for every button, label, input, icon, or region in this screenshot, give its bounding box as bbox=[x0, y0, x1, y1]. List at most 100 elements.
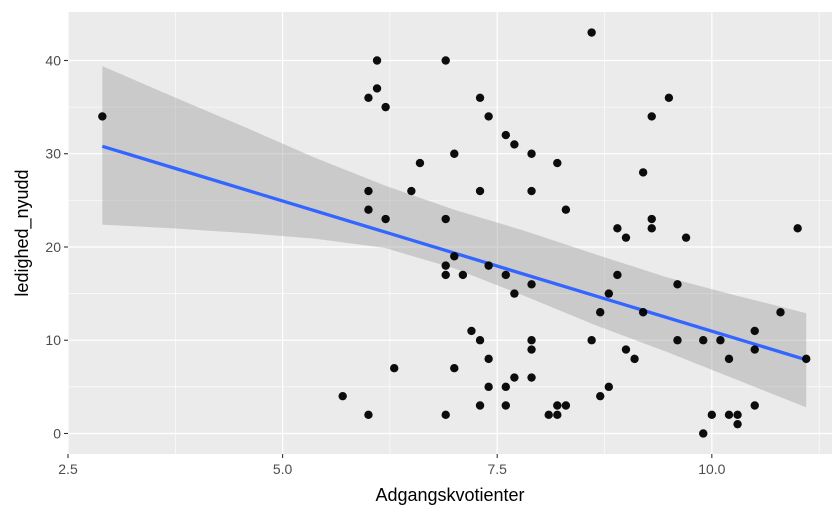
data-point bbox=[372, 84, 382, 93]
data-point bbox=[501, 382, 510, 392]
data-point bbox=[475, 336, 485, 345]
data-point bbox=[699, 429, 708, 438]
data-point bbox=[630, 354, 639, 364]
data-point bbox=[475, 186, 485, 196]
data-point bbox=[638, 168, 648, 177]
data-point bbox=[776, 308, 785, 317]
data-point bbox=[441, 270, 450, 280]
data-point bbox=[364, 186, 373, 196]
data-point bbox=[364, 205, 373, 214]
data-point bbox=[647, 112, 656, 121]
data-point bbox=[98, 112, 107, 121]
plot-panel bbox=[68, 12, 832, 454]
data-point bbox=[553, 158, 562, 168]
data-point bbox=[638, 308, 648, 317]
data-point bbox=[793, 224, 802, 233]
data-point bbox=[544, 410, 553, 420]
data-point bbox=[450, 252, 459, 261]
major-gridlines bbox=[67, 12, 832, 454]
data-point bbox=[724, 354, 734, 364]
data-point bbox=[673, 336, 682, 345]
data-point bbox=[553, 410, 562, 420]
data-point bbox=[484, 261, 493, 270]
data-point bbox=[372, 56, 382, 65]
data-point bbox=[441, 214, 450, 224]
data-point bbox=[381, 102, 390, 112]
data-point bbox=[510, 373, 519, 382]
x-tick-label: 5.0 bbox=[273, 461, 293, 477]
data-point bbox=[553, 401, 562, 410]
data-point bbox=[338, 391, 347, 401]
data-point bbox=[621, 345, 631, 354]
data-point bbox=[467, 326, 476, 336]
data-point bbox=[604, 382, 614, 392]
data-point bbox=[561, 205, 571, 214]
y-tick-label: 20 bbox=[45, 239, 61, 255]
data-point bbox=[441, 410, 450, 420]
x-tick-label: 10.0 bbox=[698, 461, 725, 477]
data-point bbox=[475, 401, 485, 410]
data-point bbox=[733, 410, 742, 420]
data-point bbox=[450, 149, 459, 158]
data-point bbox=[613, 224, 622, 233]
data-point bbox=[484, 382, 493, 392]
x-tick-label: 2.5 bbox=[58, 461, 78, 477]
y-axis-ticks: 0 10 20 30 40 bbox=[45, 52, 68, 441]
data-points bbox=[98, 28, 811, 438]
data-point bbox=[484, 112, 493, 121]
data-point bbox=[647, 214, 656, 224]
data-point bbox=[724, 410, 734, 420]
data-point bbox=[381, 214, 390, 224]
data-point bbox=[802, 354, 811, 364]
data-point bbox=[527, 345, 536, 354]
data-point bbox=[587, 336, 596, 345]
y-tick-label: 10 bbox=[45, 332, 61, 348]
data-point bbox=[364, 93, 373, 102]
data-point bbox=[750, 326, 759, 336]
y-tick-label: 40 bbox=[45, 52, 61, 68]
y-tick-label: 30 bbox=[45, 146, 61, 162]
data-point bbox=[458, 270, 468, 280]
data-point bbox=[475, 93, 485, 102]
data-point bbox=[510, 289, 519, 298]
data-point bbox=[596, 308, 605, 317]
data-point bbox=[681, 233, 691, 242]
x-axis-title: Adgangskvotienter bbox=[375, 485, 524, 505]
data-point bbox=[527, 336, 536, 345]
x-axis-ticks: 2.5 5.0 7.5 10.0 bbox=[58, 454, 726, 477]
data-point bbox=[390, 364, 399, 373]
data-point bbox=[527, 149, 536, 158]
data-point bbox=[527, 280, 536, 289]
data-point bbox=[501, 270, 510, 280]
data-point bbox=[621, 233, 631, 242]
x-tick-label: 7.5 bbox=[487, 461, 507, 477]
data-point bbox=[604, 289, 614, 298]
data-point bbox=[441, 56, 450, 65]
data-point bbox=[716, 336, 725, 345]
data-point bbox=[527, 373, 536, 382]
data-point bbox=[501, 401, 510, 410]
data-point bbox=[750, 345, 759, 354]
data-point bbox=[441, 261, 450, 270]
data-point bbox=[510, 140, 519, 149]
data-point bbox=[647, 224, 656, 233]
data-point bbox=[733, 419, 742, 429]
confidence-band bbox=[102, 66, 807, 408]
data-point bbox=[527, 186, 536, 196]
data-point bbox=[415, 158, 425, 168]
data-point bbox=[561, 401, 571, 410]
data-point bbox=[407, 186, 416, 196]
y-tick-label: 0 bbox=[53, 425, 61, 441]
data-point bbox=[664, 93, 674, 102]
data-point bbox=[450, 364, 459, 373]
data-point bbox=[484, 354, 493, 364]
y-axis-title: ledighed_nyudd bbox=[12, 169, 33, 296]
data-point bbox=[501, 130, 510, 140]
data-point bbox=[587, 28, 596, 37]
data-point bbox=[673, 280, 682, 289]
data-point bbox=[750, 401, 759, 410]
data-point bbox=[699, 336, 708, 345]
data-point bbox=[364, 410, 373, 420]
data-point bbox=[707, 410, 717, 420]
